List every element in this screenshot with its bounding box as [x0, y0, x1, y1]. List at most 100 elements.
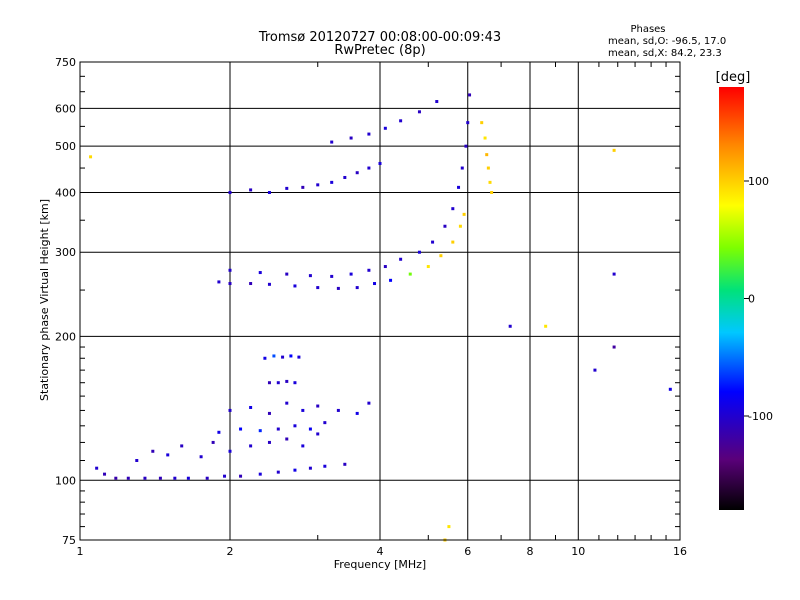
data-point [186, 476, 190, 480]
data-point [343, 462, 347, 466]
data-point [330, 274, 334, 278]
data-point [285, 437, 289, 441]
data-point [249, 405, 253, 409]
data-point [217, 430, 221, 434]
colorbar [719, 87, 744, 510]
colorbar-ticks: 100 0 -100 [744, 175, 773, 423]
data-point [457, 185, 461, 189]
data-point [258, 472, 262, 476]
x-tick-labels: 1 2 4 6 8 10 16 [77, 545, 688, 558]
data-point [323, 421, 327, 425]
data-point [228, 268, 232, 272]
data-point [126, 476, 130, 480]
data-point [223, 474, 227, 478]
data-point [272, 354, 276, 358]
data-point [228, 282, 232, 286]
data-point [293, 381, 297, 385]
data-point [316, 432, 320, 436]
data-point [205, 476, 209, 480]
data-point [355, 286, 359, 290]
data-point [378, 161, 382, 165]
y-tick-label: 100 [55, 474, 76, 487]
data-point [301, 408, 305, 412]
x-axis-label: Frequency [MHz] [334, 558, 426, 571]
y-tick-label: 400 [55, 186, 76, 199]
data-point [293, 424, 297, 428]
data-point [367, 166, 371, 170]
data-point [460, 166, 464, 170]
data-point [668, 387, 672, 391]
data-point [285, 272, 289, 276]
data-point [173, 476, 177, 480]
data-point [389, 278, 393, 282]
data-point [367, 401, 371, 405]
data-point [316, 404, 320, 408]
data-point [297, 355, 301, 359]
data-point [103, 472, 107, 476]
x-tick-label: 6 [464, 545, 471, 558]
data-point [383, 126, 387, 130]
x-tick-label: 1 [77, 545, 84, 558]
data-point [281, 355, 285, 359]
data-point [451, 207, 455, 211]
x-tick-label: 10 [571, 545, 585, 558]
y-tick-label: 200 [55, 330, 76, 343]
colorbar-tick-label: 0 [748, 293, 755, 306]
data-point [151, 449, 155, 453]
data-point [316, 183, 320, 187]
data-point [464, 144, 468, 148]
data-point [408, 272, 412, 276]
data-point [451, 240, 455, 244]
data-point [462, 212, 466, 216]
data-point [114, 476, 118, 480]
data-point [228, 408, 232, 412]
stats-line-o: mean, sd,O: -96.5, 17.0 [608, 36, 726, 47]
data-point [211, 440, 215, 444]
chart-subtitle: RwPretec (8p) [334, 43, 425, 58]
data-point [435, 100, 439, 104]
data-point [301, 185, 305, 189]
data-point [293, 468, 297, 472]
data-point [308, 427, 312, 431]
data-point [249, 444, 253, 448]
data-point [417, 110, 421, 114]
data-point [612, 345, 616, 349]
data-point [367, 132, 371, 136]
data-point [199, 455, 203, 459]
data-point [468, 93, 472, 97]
data-point [308, 274, 312, 278]
x-tick-label: 8 [527, 545, 534, 558]
data-point [431, 240, 435, 244]
y-tick-labels: 75 100 200 300 400 500 600 750 [55, 56, 76, 547]
chart-title: Tromsø 20120727 00:08:00-00:09:43 [258, 30, 501, 45]
data-point [367, 268, 371, 272]
y-tick-label: 75 [62, 534, 76, 547]
data-point [180, 444, 184, 448]
plot-frame [79, 61, 681, 541]
data-point [316, 286, 320, 290]
stats-line-x: mean, sd,X: 84.2, 23.3 [608, 48, 722, 59]
data-point [267, 440, 271, 444]
x-tick-label: 16 [673, 545, 687, 558]
data-point [508, 324, 512, 328]
x-tick-label: 4 [377, 545, 384, 558]
data-point [336, 286, 340, 290]
data-point [373, 282, 377, 286]
data-point [258, 271, 262, 275]
y-tick-label: 600 [55, 102, 76, 115]
data-point [336, 408, 340, 412]
data-point [612, 272, 616, 276]
data-point [399, 119, 403, 123]
data-point [285, 401, 289, 405]
colorbar-tick-label: -100 [748, 410, 773, 423]
data-point [249, 188, 253, 192]
data-point [355, 411, 359, 415]
data-point [135, 458, 139, 462]
data-point [293, 284, 297, 288]
stats-title: Phases [630, 24, 665, 35]
data-point [417, 250, 421, 254]
y-tick-label: 750 [55, 56, 76, 69]
data-point [239, 474, 243, 478]
data-point [267, 282, 271, 286]
